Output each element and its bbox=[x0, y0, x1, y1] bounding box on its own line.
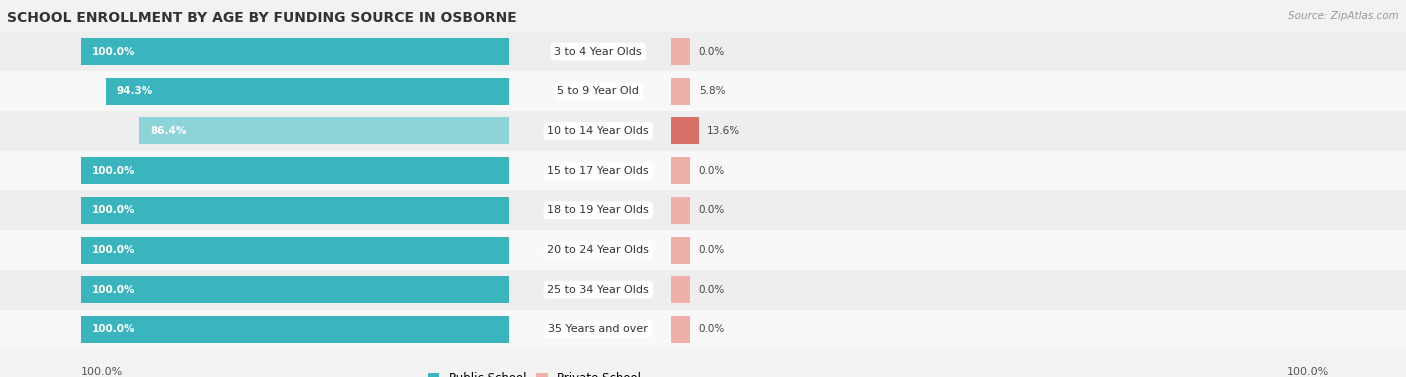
Text: 0.0%: 0.0% bbox=[699, 245, 725, 255]
Bar bbox=[671, 78, 690, 105]
Text: 15 to 17 Year Olds: 15 to 17 Year Olds bbox=[547, 166, 650, 176]
FancyBboxPatch shape bbox=[0, 151, 1406, 190]
Text: 100.0%: 100.0% bbox=[91, 285, 135, 295]
Text: Source: ZipAtlas.com: Source: ZipAtlas.com bbox=[1288, 11, 1399, 21]
Text: 18 to 19 Year Olds: 18 to 19 Year Olds bbox=[547, 205, 650, 215]
Text: 13.6%: 13.6% bbox=[707, 126, 741, 136]
Bar bbox=[82, 38, 509, 65]
Text: 86.4%: 86.4% bbox=[150, 126, 187, 136]
Text: 100.0%: 100.0% bbox=[91, 324, 135, 334]
FancyBboxPatch shape bbox=[0, 310, 1406, 349]
FancyBboxPatch shape bbox=[0, 71, 1406, 111]
Legend: Public School, Private School: Public School, Private School bbox=[423, 368, 645, 377]
Text: 0.0%: 0.0% bbox=[699, 205, 725, 215]
Bar bbox=[671, 197, 690, 224]
FancyBboxPatch shape bbox=[0, 230, 1406, 270]
Bar bbox=[82, 157, 509, 184]
Bar bbox=[105, 78, 509, 105]
Text: 10 to 14 Year Olds: 10 to 14 Year Olds bbox=[547, 126, 650, 136]
Bar bbox=[671, 236, 690, 264]
Bar bbox=[82, 316, 509, 343]
Bar bbox=[671, 38, 690, 65]
Bar bbox=[671, 118, 699, 144]
FancyBboxPatch shape bbox=[0, 190, 1406, 230]
Bar bbox=[82, 236, 509, 264]
Text: 100.0%: 100.0% bbox=[1286, 367, 1329, 377]
Text: 5 to 9 Year Old: 5 to 9 Year Old bbox=[557, 86, 640, 96]
Text: 100.0%: 100.0% bbox=[91, 205, 135, 215]
Bar bbox=[82, 276, 509, 303]
Text: 100.0%: 100.0% bbox=[91, 166, 135, 176]
Bar bbox=[671, 276, 690, 303]
Text: 0.0%: 0.0% bbox=[699, 166, 725, 176]
Text: 0.0%: 0.0% bbox=[699, 324, 725, 334]
Text: 100.0%: 100.0% bbox=[91, 245, 135, 255]
Text: 94.3%: 94.3% bbox=[117, 86, 152, 96]
Text: 0.0%: 0.0% bbox=[699, 285, 725, 295]
Text: 35 Years and over: 35 Years and over bbox=[548, 324, 648, 334]
Text: 3 to 4 Year Olds: 3 to 4 Year Olds bbox=[554, 47, 643, 57]
Bar bbox=[82, 197, 509, 224]
Bar bbox=[671, 316, 690, 343]
FancyBboxPatch shape bbox=[0, 32, 1406, 71]
Text: 5.8%: 5.8% bbox=[699, 86, 725, 96]
FancyBboxPatch shape bbox=[0, 270, 1406, 310]
Text: 0.0%: 0.0% bbox=[699, 47, 725, 57]
Text: 20 to 24 Year Olds: 20 to 24 Year Olds bbox=[547, 245, 650, 255]
Bar bbox=[671, 157, 690, 184]
Bar bbox=[139, 118, 509, 144]
Text: SCHOOL ENROLLMENT BY AGE BY FUNDING SOURCE IN OSBORNE: SCHOOL ENROLLMENT BY AGE BY FUNDING SOUR… bbox=[7, 11, 517, 25]
Text: 25 to 34 Year Olds: 25 to 34 Year Olds bbox=[547, 285, 650, 295]
Text: 100.0%: 100.0% bbox=[82, 367, 124, 377]
Text: 100.0%: 100.0% bbox=[91, 47, 135, 57]
FancyBboxPatch shape bbox=[0, 111, 1406, 151]
